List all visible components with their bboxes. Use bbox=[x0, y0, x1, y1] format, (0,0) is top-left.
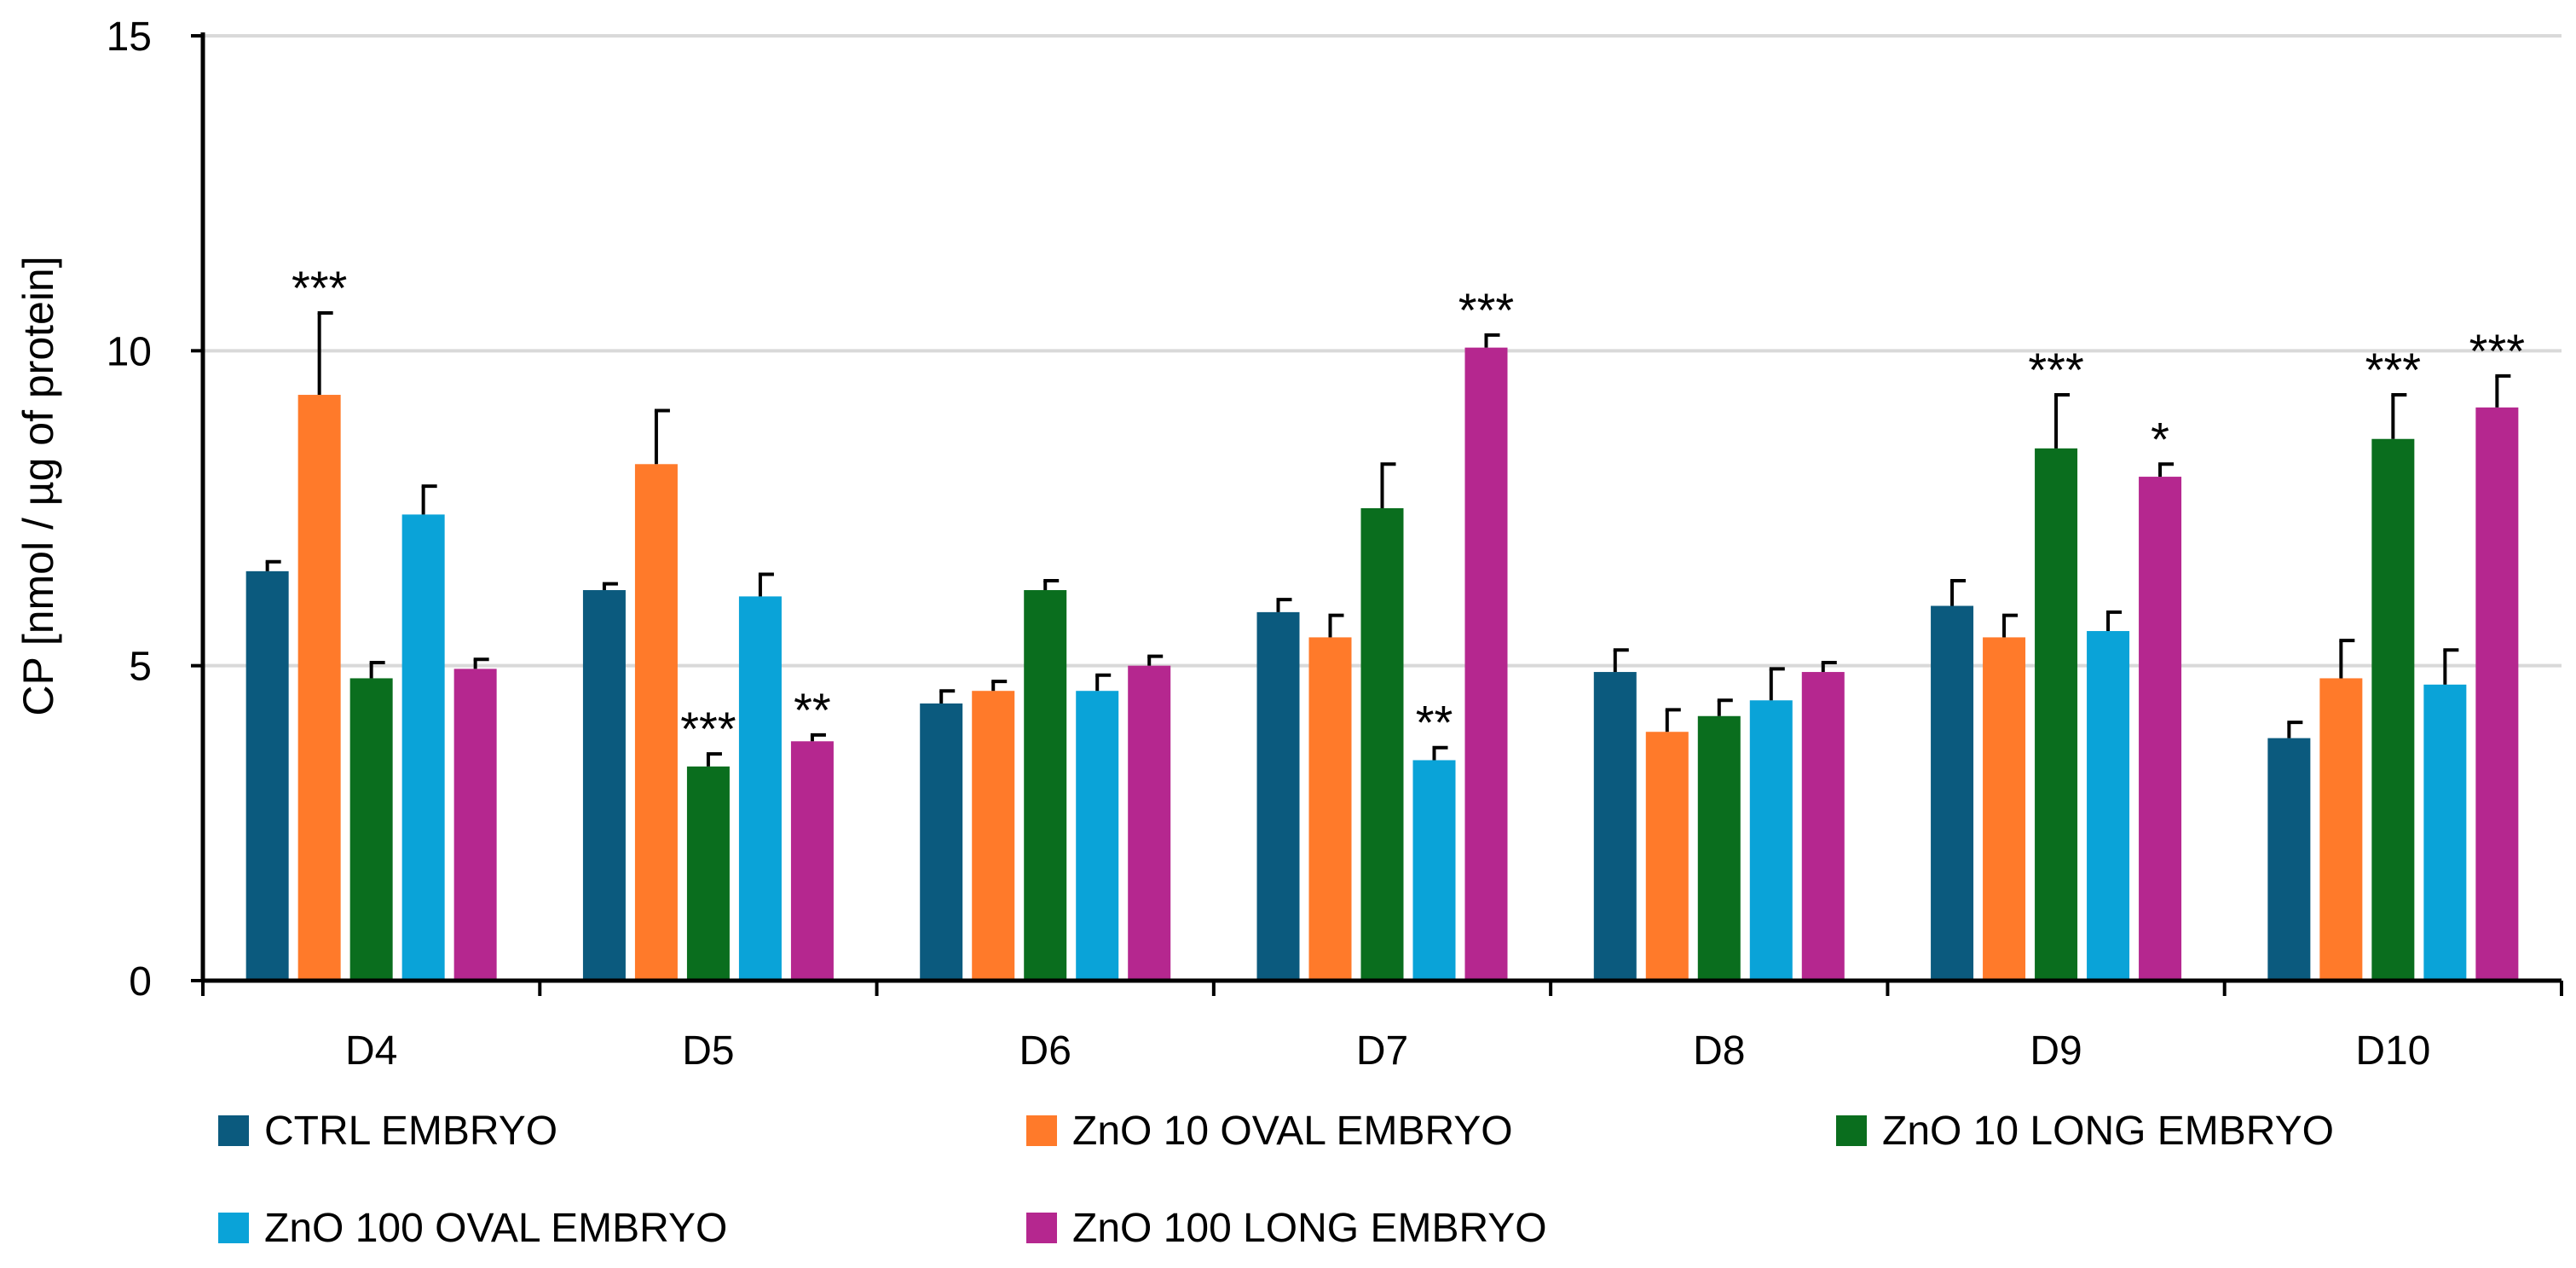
bar bbox=[2371, 438, 2415, 981]
bar bbox=[2035, 448, 2078, 981]
bar bbox=[297, 395, 341, 981]
bar bbox=[1931, 605, 1974, 981]
x-tick-label: D10 bbox=[2355, 1028, 2430, 1074]
bar bbox=[582, 590, 626, 981]
y-tick-label: 5 bbox=[129, 645, 152, 690]
bar bbox=[2267, 738, 2311, 981]
bar bbox=[1645, 732, 1689, 981]
significance-mark: ** bbox=[794, 683, 831, 737]
bar bbox=[972, 691, 1015, 981]
significance-mark: *** bbox=[2028, 343, 2083, 397]
bar bbox=[1593, 672, 1637, 981]
bar bbox=[790, 741, 834, 981]
bar bbox=[920, 703, 963, 981]
x-tick-label: D5 bbox=[682, 1028, 734, 1074]
x-tick-label: D6 bbox=[1019, 1028, 1071, 1074]
bar bbox=[686, 766, 730, 981]
significance-mark: *** bbox=[292, 261, 347, 315]
bar bbox=[1128, 665, 1171, 981]
bar bbox=[1801, 672, 1845, 981]
significance-mark: *** bbox=[1458, 283, 1514, 337]
y-tick-label: 15 bbox=[107, 14, 152, 60]
error-bars bbox=[265, 311, 2511, 767]
bar bbox=[1464, 347, 1508, 981]
bar bbox=[1697, 715, 1741, 981]
bar bbox=[2423, 684, 2467, 981]
bar bbox=[1076, 691, 1119, 981]
x-tick-label: D9 bbox=[2030, 1028, 2082, 1074]
bar bbox=[1256, 611, 1300, 981]
bar bbox=[1749, 700, 1793, 981]
bar bbox=[1024, 590, 1067, 981]
y-tick-label: 0 bbox=[129, 959, 152, 1005]
significance-mark: *** bbox=[2469, 324, 2525, 378]
bar bbox=[245, 570, 289, 981]
x-tick-label: D8 bbox=[1693, 1028, 1745, 1074]
bar bbox=[1360, 508, 1404, 981]
significance-mark: *** bbox=[2365, 343, 2421, 397]
significance-mark: *** bbox=[680, 702, 736, 756]
y-tick-labels: 0 5 10 15 bbox=[107, 14, 152, 1005]
bar bbox=[2087, 631, 2130, 981]
significance-mark: ** bbox=[1416, 696, 1453, 750]
bar bbox=[2139, 477, 2182, 981]
x-tick-label: D7 bbox=[1356, 1028, 1408, 1074]
x-tick-labels: D4 D5 D6 D7 D8 D9 D10 bbox=[345, 1028, 2430, 1074]
bar bbox=[349, 678, 393, 981]
bar bbox=[1308, 637, 1352, 981]
y-axis-label: CP [nmol / µg of protein] bbox=[14, 256, 62, 715]
bar bbox=[634, 464, 678, 981]
bar bbox=[2475, 407, 2519, 981]
bar bbox=[1983, 637, 2026, 981]
bar-marks bbox=[245, 347, 2519, 981]
x-tick-label: D4 bbox=[345, 1028, 397, 1074]
y-tick-label: 10 bbox=[107, 329, 152, 374]
significance-marks: ****** ** ************ *** bbox=[292, 261, 2525, 756]
bar bbox=[738, 596, 782, 981]
axes bbox=[191, 32, 2563, 996]
significance-mark: * bbox=[2151, 412, 2169, 466]
bar bbox=[2319, 678, 2363, 981]
bar bbox=[453, 669, 497, 981]
bar bbox=[401, 514, 445, 981]
bar bbox=[1412, 760, 1456, 981]
